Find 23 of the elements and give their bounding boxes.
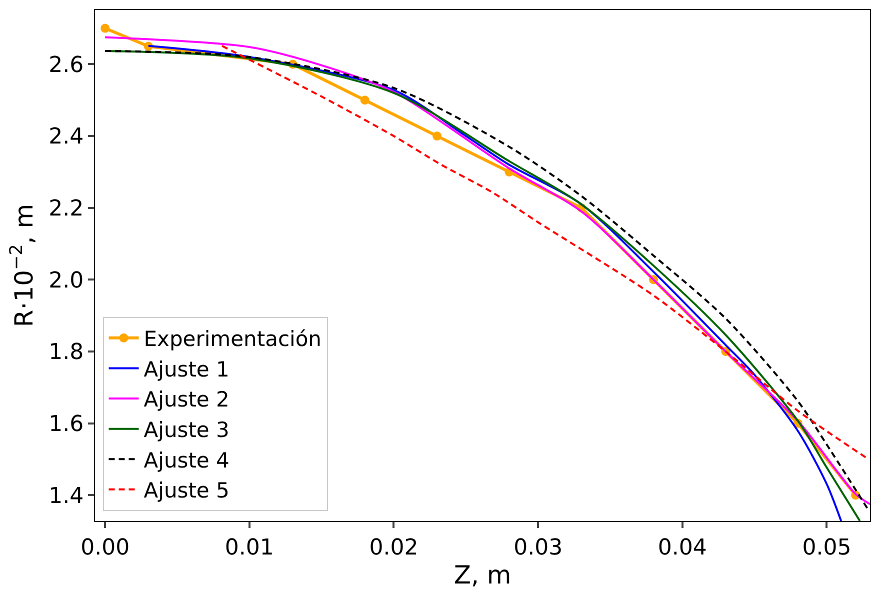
y-tick-label: 2.2 bbox=[48, 196, 84, 222]
x-tick-label: 0.05 bbox=[802, 535, 852, 560]
x-tick-label: 0.03 bbox=[514, 535, 563, 560]
y-tick-label: 1.6 bbox=[48, 412, 84, 438]
legend-label: Ajuste 5 bbox=[144, 478, 230, 503]
x-tick-label: 0.00 bbox=[80, 535, 130, 560]
x-tick-label: 0.01 bbox=[224, 535, 274, 560]
legend-label: Ajuste 1 bbox=[144, 357, 230, 382]
y-tick-label: 1.4 bbox=[48, 484, 84, 509]
point bbox=[432, 132, 442, 141]
x-axis-title: Z, m bbox=[454, 560, 512, 590]
x-tick-label: 0.04 bbox=[658, 535, 707, 560]
point bbox=[100, 24, 110, 33]
y-tick-label: 2.6 bbox=[48, 52, 84, 78]
y-tick-label: 2.0 bbox=[48, 268, 84, 294]
legend-label: Ajuste 2 bbox=[144, 388, 230, 412]
y-tick-label: 2.4 bbox=[48, 124, 84, 150]
x-tick-label: 0.02 bbox=[369, 535, 418, 560]
point bbox=[360, 96, 370, 105]
legend-label: Ajuste 4 bbox=[144, 448, 230, 472]
legend-label: Experimentación bbox=[144, 327, 322, 352]
legend-label: Ajuste 3 bbox=[144, 418, 230, 442]
y-tick-label: 1.8 bbox=[48, 340, 84, 366]
